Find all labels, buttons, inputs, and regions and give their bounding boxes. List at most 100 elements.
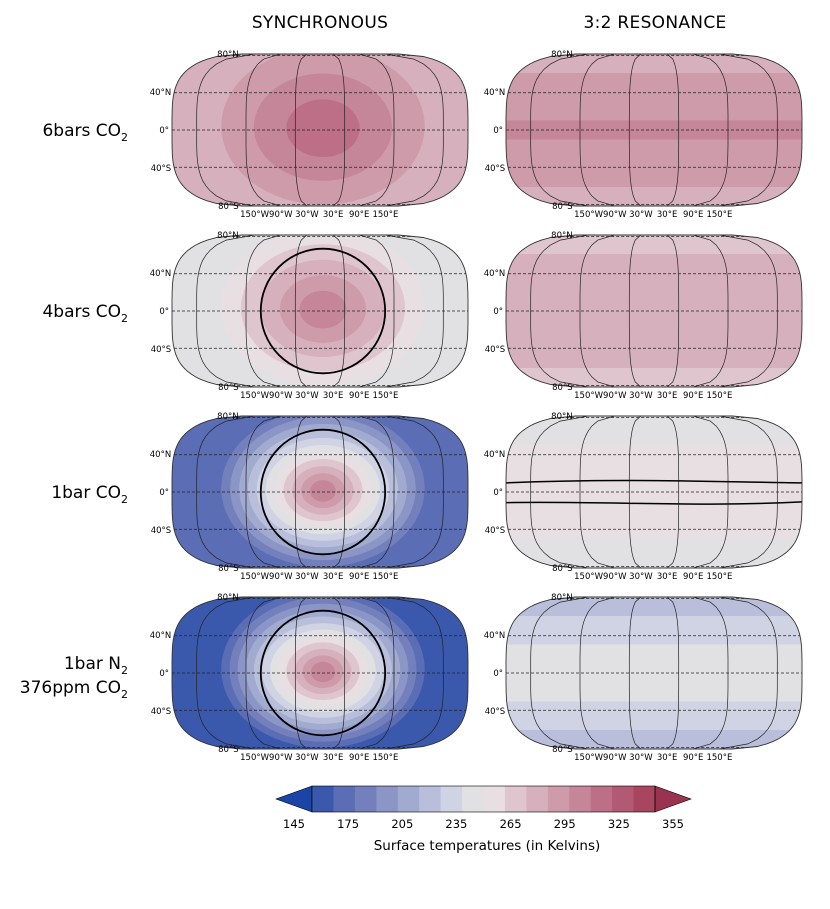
graticule-meridian xyxy=(245,54,281,206)
lon-tick-label: 90°E xyxy=(683,572,703,582)
graticule-meridian xyxy=(385,235,444,387)
temp-band xyxy=(310,661,336,683)
graticule-meridian xyxy=(332,54,346,206)
colorbar-swatch xyxy=(333,786,356,812)
freezing-contour xyxy=(505,479,803,484)
lon-tick-label: 30°W xyxy=(295,753,319,763)
graticule-meridian xyxy=(196,597,255,749)
lon-tick-label: 90°W xyxy=(603,210,627,220)
graticule-meridian xyxy=(719,54,778,206)
column-title-synchronous: SYNCHRONOUS xyxy=(252,13,388,33)
lon-tick-label: 30°W xyxy=(295,391,319,401)
lon-tick-label: 30°W xyxy=(295,572,319,582)
temperature-field xyxy=(506,416,802,568)
lon-tick-label: 150°W xyxy=(240,210,269,220)
colorbar-swatch xyxy=(312,786,334,812)
lat-tick-label: 0° xyxy=(493,488,503,498)
lon-tick-label: 30°E xyxy=(323,391,343,401)
colorbar-tick-label: 235 xyxy=(445,817,467,831)
colorbar-swatch xyxy=(462,786,484,812)
graticule-meridian xyxy=(385,54,444,206)
graticule-meridian xyxy=(294,416,308,568)
lat-tick-label: 80°S xyxy=(218,202,238,212)
graticule-meridian xyxy=(332,235,346,387)
lat-tick-label: 0° xyxy=(493,307,503,317)
graticule-meridian xyxy=(359,597,395,749)
map-outline xyxy=(171,53,469,207)
lon-tick-label: 150°W xyxy=(240,391,269,401)
graticule-meridian xyxy=(693,416,729,568)
lat-tick-label: 80°S xyxy=(218,383,238,393)
lon-tick-label: 150°E xyxy=(372,753,398,763)
lon-tick-label: 150°W xyxy=(240,572,269,582)
colorbar-tick-label: 265 xyxy=(500,817,522,831)
lat-tick-label: 40°S xyxy=(485,526,505,536)
map-outline xyxy=(505,596,803,750)
colorbar-swatch xyxy=(633,786,656,812)
lon-tick-label: 150°E xyxy=(372,572,398,582)
colorbar-swatch xyxy=(547,786,570,812)
row-label-text: 376ppm CO2 xyxy=(20,678,128,701)
colorbar-extend-low xyxy=(275,785,313,813)
graticule-meridian xyxy=(332,416,346,568)
row-labels: 6bars CO2 4bars CO2 1bar CO2 1bar N2376ppm … xyxy=(20,121,128,701)
graticule-meridian xyxy=(666,235,680,387)
lat-tick-label: 80°N xyxy=(551,412,572,422)
graticule-meridian xyxy=(579,235,615,387)
graticule-meridian xyxy=(385,416,444,568)
lat-tick-label: 80°N xyxy=(217,231,238,241)
graticule-meridian xyxy=(196,235,255,387)
lat-tick-label: 40°S xyxy=(151,526,171,536)
lon-tick-label: 90°W xyxy=(603,572,627,582)
row-label: 4bars CO2 xyxy=(42,302,128,325)
lon-tick-label: 150°E xyxy=(372,391,398,401)
colorbar-frame xyxy=(311,785,656,813)
lon-tick-label: 90°W xyxy=(269,572,293,582)
graticule-meridian xyxy=(719,416,778,568)
row-label: 1bar CO2 xyxy=(51,483,128,506)
graticule-meridian xyxy=(719,597,778,749)
lat-tick-label: 80°S xyxy=(552,564,572,574)
lon-tick-label: 30°W xyxy=(629,753,653,763)
lon-tick-label: 90°E xyxy=(683,391,703,401)
graticule-meridian xyxy=(359,416,395,568)
graticule-meridian xyxy=(628,416,642,568)
map-outline xyxy=(505,53,803,207)
lat-tick-label: 0° xyxy=(159,126,169,136)
temp-band xyxy=(299,290,347,329)
graticule-meridian xyxy=(628,597,642,749)
colorbar-tick-label: 325 xyxy=(608,817,630,831)
graticule-meridian xyxy=(359,54,395,206)
colorbar-label: Surface temperatures (in Kelvins) xyxy=(374,838,601,854)
graticule-meridian xyxy=(530,235,589,387)
temperature-field xyxy=(506,597,802,749)
column-title-resonance: 3:2 RESONANCE xyxy=(583,13,726,33)
row-label: 6bars CO2 xyxy=(42,121,128,144)
lon-tick-label: 30°W xyxy=(629,572,653,582)
temp-band xyxy=(310,480,336,502)
graticule-meridian xyxy=(294,54,308,206)
colorbar-swatch xyxy=(419,786,442,812)
temperature-field xyxy=(172,416,468,568)
lat-tick-label: 0° xyxy=(159,307,169,317)
colorbar-swatch xyxy=(483,786,506,812)
lon-tick-label: 150°E xyxy=(706,210,732,220)
lat-tick-label: 80°S xyxy=(218,564,238,574)
lon-tick-label: 150°E xyxy=(706,391,732,401)
temperature-field xyxy=(506,54,802,206)
lat-tick-label: 40°N xyxy=(150,450,171,460)
lon-tick-label: 30°E xyxy=(323,753,343,763)
graticule-meridian xyxy=(530,54,589,206)
lat-tick-label: 80°S xyxy=(218,745,238,755)
temp-band xyxy=(286,99,360,158)
graticule-meridian xyxy=(332,597,346,749)
colorbar-swatch xyxy=(397,786,420,812)
map-outline xyxy=(171,596,469,750)
lon-tick-label: 150°E xyxy=(706,572,732,582)
lat-tick-label: 80°N xyxy=(551,231,572,241)
